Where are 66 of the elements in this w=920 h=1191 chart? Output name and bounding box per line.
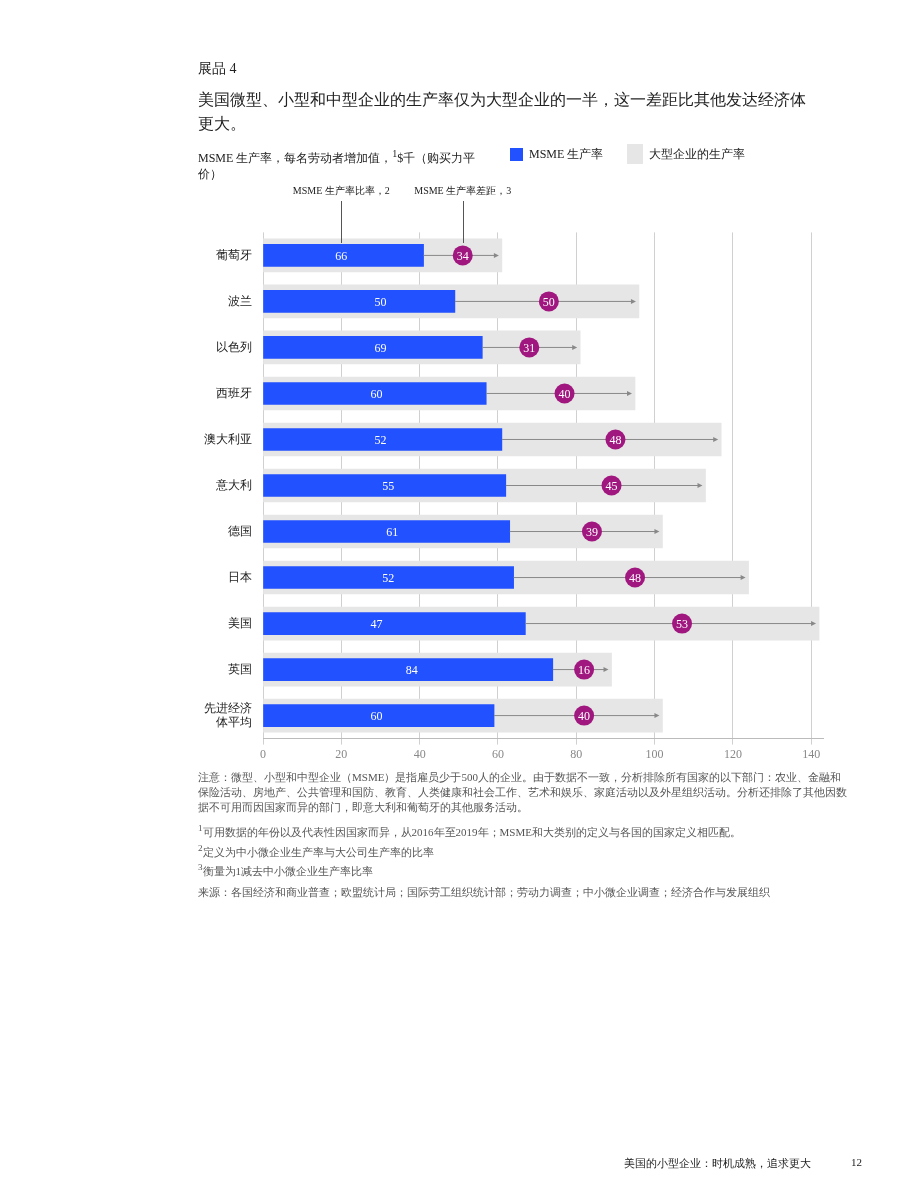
annotation: 60 <box>370 386 383 401</box>
text: $^{2}$定义为中小微企业生产率与大公司生产率的比率 <box>198 841 435 860</box>
annotation: 40 <box>578 708 591 723</box>
annotation: 66 <box>335 248 348 263</box>
text: 展品 4 <box>198 60 237 78</box>
bar <box>263 520 511 543</box>
y-tick-label: 美国 <box>228 615 252 630</box>
bar <box>263 336 483 359</box>
bar <box>263 704 495 727</box>
bar <box>263 474 507 497</box>
text: MSME 生产率，每名劳动者增加值，$^{1}$$千（购买力平价） <box>198 148 476 181</box>
annotation: 61 <box>386 524 399 539</box>
source-note: 来源：各国经济和商业普查；欧盟统计局；国际劳工组织统计部；劳动力调查；中小微企业调查；经济合作与发展组织 <box>198 884 771 900</box>
x-tick-label: 100 <box>645 746 664 761</box>
x-tick-label: 60 <box>491 746 504 761</box>
y-tick-label: 波兰 <box>228 293 252 308</box>
y-tick-label: 日本 <box>228 569 252 584</box>
y-tick-label: 澳大利亚 <box>204 431 252 446</box>
annotation: 45 <box>605 478 618 493</box>
y-tick-label: 葡萄牙 <box>216 247 252 262</box>
annotation: 84 <box>405 662 418 677</box>
annotation: 52 <box>382 570 395 585</box>
text: 注意：微型、小型和中型企业（MSME）是指雇员少于500人的企业。由于数据不一致，分析排除所有国家的以下部门：农业、金融和保险活动、房地产、公共管理和国防、教育、人类健康和社会工作、艺术和娱乐、家庭活动以及外星组织活动。分析还排除了其他因数据不可用而因国家而异的部门，即意大利和葡萄牙的其他服务活动。 <box>198 770 848 815</box>
x-tick-label: 120 <box>723 746 742 761</box>
x-tick-label: 80 <box>570 746 583 761</box>
annotation: 39 <box>585 524 598 539</box>
text: 12 <box>851 1156 862 1170</box>
text: $^{1}$可用数据的年份以及代表性因国家而异，从2016年至2019年；MSME和大类别的定义与各国的国家定义相匹配。 <box>198 822 742 840</box>
annotation: 50 <box>374 294 387 309</box>
annotation: 16 <box>578 662 591 677</box>
annotation: 55 <box>382 478 395 493</box>
x-tick-label: 20 <box>335 746 348 761</box>
bar <box>263 428 503 451</box>
annotation: 48 <box>629 570 642 585</box>
bar <box>263 658 554 681</box>
y-tick-label: 英国 <box>228 661 252 676</box>
text: $^{3}$衡量为1减去中小微企业生产率比率 <box>198 861 375 879</box>
bar <box>263 290 456 313</box>
y-tick-label: 德国 <box>228 523 252 538</box>
text: MSME 生产率比率，2 <box>291 184 391 198</box>
annotation: 52 <box>374 432 387 447</box>
bar <box>263 382 487 405</box>
x-tick-label: 40 <box>413 746 426 761</box>
annotation: 53 <box>676 616 689 631</box>
y-tick-label: 先进经济体平均 <box>204 700 252 729</box>
legend-label: 大型企业的生产率 <box>649 145 746 163</box>
y-tick-label: 意大利 <box>215 477 252 492</box>
legend-label: MSME 生产率 <box>529 145 604 163</box>
bar <box>263 612 526 635</box>
chart-title: 美国微型、小型和中型企业的生产率仅为大型企业的一半，这一差距比其他发达经济体更大。 <box>198 90 807 134</box>
annotation: 34 <box>456 248 469 263</box>
annotation: 50 <box>542 294 555 309</box>
x-tick-label: 0 <box>260 746 266 761</box>
annotation: 69 <box>374 340 387 355</box>
bar <box>263 566 514 589</box>
bar <box>263 244 424 267</box>
y-tick-label: 以色列 <box>216 339 252 354</box>
text: 美国的小型企业：时机成熟，追求更大 <box>624 1156 811 1171</box>
annotation: 31 <box>523 340 536 355</box>
text: MSME 生产率差距，3 <box>413 184 513 198</box>
annotation: 47 <box>370 616 383 631</box>
x-tick-label: 140 <box>802 746 821 761</box>
annotation: 40 <box>558 386 571 401</box>
annotation: 60 <box>370 708 383 723</box>
y-tick-label: 西班牙 <box>216 385 252 400</box>
annotation: 48 <box>609 432 622 447</box>
